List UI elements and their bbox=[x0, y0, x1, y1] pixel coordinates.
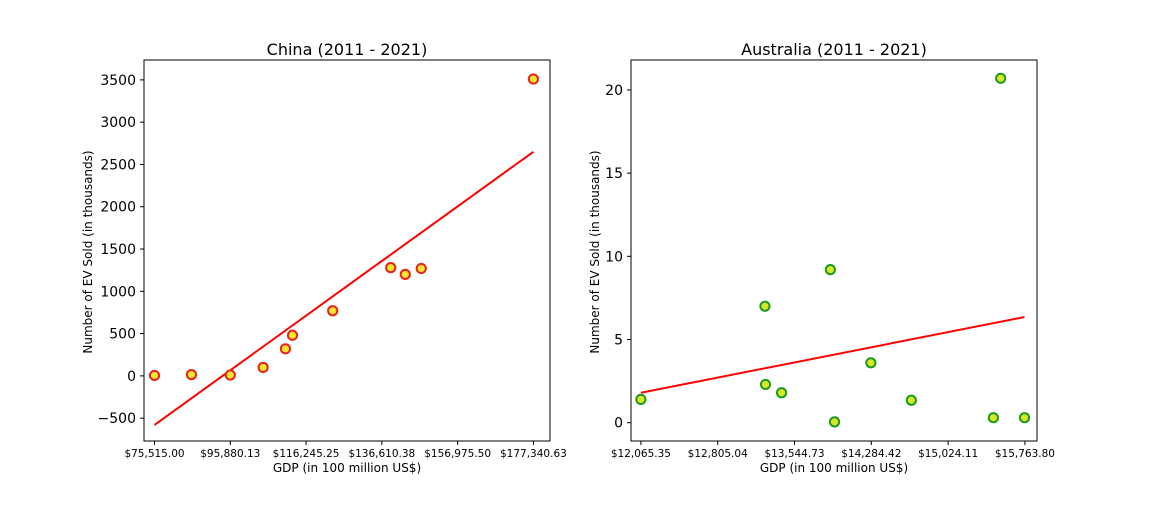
china-data-point bbox=[286, 329, 299, 341]
china-data-point bbox=[327, 305, 339, 317]
china-y-tick-label: 1000 bbox=[100, 284, 136, 300]
china-chart: China (2011 - 2021) Number of EV Sold (i… bbox=[81, 40, 567, 475]
china-y-tick-label: 3000 bbox=[100, 115, 136, 131]
china-data-point bbox=[279, 343, 292, 355]
china-x-tick-label: $95,880.13 bbox=[200, 448, 260, 460]
china-plot-frame bbox=[143, 59, 551, 442]
australia-data-point bbox=[775, 387, 788, 399]
china-trendline bbox=[153, 150, 534, 426]
australia-y-tick-label: 20 bbox=[605, 83, 623, 99]
australia-y-tick-label: 10 bbox=[605, 249, 623, 265]
australia-x-tick-label: $14,284.42 bbox=[841, 448, 901, 460]
australia-data-point bbox=[1018, 412, 1031, 424]
china-x-axis-label: GDP (in 100 million US$) bbox=[273, 461, 421, 475]
australia-chart-title: Australia (2011 - 2021) bbox=[741, 40, 927, 59]
australia-data-point bbox=[759, 378, 772, 391]
australia-x-tick-label: $12,065.35 bbox=[611, 448, 671, 460]
australia-chart: Australia (2011 - 2021) Number of EV Sol… bbox=[588, 40, 1055, 475]
australia-data-point bbox=[759, 300, 771, 312]
australia-data-point bbox=[865, 357, 877, 369]
china-x-tick-label: $75,515.00 bbox=[124, 448, 184, 460]
china-data-point bbox=[148, 369, 161, 382]
china-y-tick-label: 2500 bbox=[100, 157, 136, 173]
china-ticks: $75,515.00 $95,880.13 $116,245.25 $136,610.… bbox=[98, 73, 567, 460]
china-y-axis-label: Number of EV Sold (in thousands) bbox=[81, 150, 95, 353]
australia-data-point bbox=[824, 264, 836, 276]
china-data-point bbox=[385, 262, 397, 274]
china-y-tick-label: 0 bbox=[127, 369, 136, 385]
australia-y-tick-label: 15 bbox=[605, 166, 623, 182]
australia-x-tick-label: $12,805.04 bbox=[688, 448, 748, 460]
australia-trendline-group bbox=[640, 316, 1025, 394]
china-x-tick-label: $177,340.63 bbox=[500, 448, 567, 460]
china-data-point bbox=[415, 262, 427, 275]
australia-data-point bbox=[995, 72, 1007, 84]
australia-y-tick-label: 0 bbox=[614, 416, 623, 432]
australia-x-axis-label: GDP (in 100 million US$) bbox=[760, 461, 908, 475]
australia-data-point bbox=[987, 412, 999, 424]
china-y-tick-label: 500 bbox=[109, 327, 136, 343]
china-x-tick-label: $156,975.50 bbox=[424, 448, 491, 460]
china-y-tick-label: 2000 bbox=[100, 200, 136, 216]
australia-y-tick-label: 5 bbox=[614, 333, 623, 349]
australia-plot-frame bbox=[630, 59, 1038, 442]
china-x-tick-label: $136,610.38 bbox=[348, 448, 415, 460]
china-points bbox=[148, 73, 540, 382]
china-trendline-group bbox=[153, 150, 534, 426]
china-y-tick-label: −500 bbox=[98, 411, 136, 427]
australia-x-tick-label: $15,763.80 bbox=[995, 448, 1055, 460]
china-data-point bbox=[185, 369, 198, 381]
australia-data-point bbox=[635, 393, 647, 406]
australia-x-tick-label: $13,544.73 bbox=[764, 448, 824, 460]
australia-data-point bbox=[828, 416, 841, 428]
australia-points bbox=[635, 72, 1031, 428]
china-data-point bbox=[257, 361, 269, 374]
china-chart-title: China (2011 - 2021) bbox=[267, 40, 428, 59]
china-y-tick-label: 3500 bbox=[100, 73, 136, 89]
australia-ticks: $12,065.35 $12,805.04 $13,544.73 $14,284.42… bbox=[605, 83, 1055, 460]
australia-x-tick-label: $15,024.11 bbox=[918, 448, 978, 460]
australia-data-point bbox=[905, 394, 917, 406]
china-data-point bbox=[224, 369, 236, 381]
china-data-point bbox=[527, 73, 540, 85]
australia-trendline bbox=[640, 316, 1025, 394]
australia-y-axis-label: Number of EV Sold (in thousands) bbox=[588, 150, 602, 353]
china-x-tick-label: $116,245.25 bbox=[273, 448, 340, 460]
china-y-tick-label: 1500 bbox=[100, 242, 136, 258]
china-data-point bbox=[399, 268, 411, 280]
